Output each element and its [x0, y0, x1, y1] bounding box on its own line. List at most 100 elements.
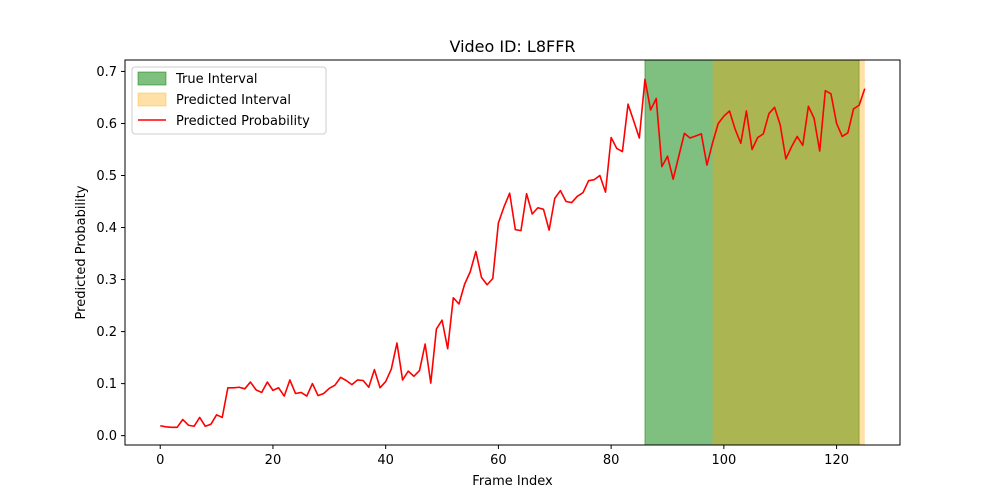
y-tick-label: 0.4: [96, 221, 117, 236]
data-point: [194, 426, 195, 427]
x-tick-label: 120: [824, 453, 849, 468]
series-line-0: [160, 78, 866, 429]
data-point: [752, 149, 753, 150]
plot-frame: [124, 59, 901, 446]
y-axis: 0.0 0.1 0.2 0.3 0.4 0.5 0.6 0.7: [96, 65, 125, 444]
data-point: [661, 166, 662, 167]
data-point: [199, 417, 200, 418]
data-point: [644, 79, 645, 80]
data-point: [363, 380, 364, 381]
band-predicted-interval: [712, 60, 865, 445]
data-point: [351, 384, 352, 385]
data-point: [582, 192, 583, 193]
data-point: [853, 108, 854, 109]
data-point: [712, 142, 713, 143]
data-point: [847, 132, 848, 133]
data-point: [628, 104, 629, 105]
data-point: [182, 419, 183, 420]
data-point: [735, 129, 736, 130]
legend-label-true-interval: True Interval: [175, 72, 258, 87]
data-point: [357, 379, 358, 380]
data-point: [785, 158, 786, 159]
data-point: [690, 138, 691, 139]
interval-bands: [644, 59, 865, 446]
data-point: [475, 251, 476, 252]
data-point: [808, 106, 809, 107]
data-point: [430, 383, 431, 384]
data-point: [836, 123, 837, 124]
data-point: [267, 382, 268, 383]
data-point: [554, 198, 555, 199]
data-point: [650, 109, 651, 110]
data-point: [498, 222, 499, 223]
data-point: [222, 417, 223, 418]
data-point: [673, 179, 674, 180]
data-point: [233, 387, 234, 388]
data-point: [436, 328, 437, 329]
line-layer: [160, 78, 866, 429]
data-point: [250, 382, 251, 383]
data-point: [537, 207, 538, 208]
x-tick-label: 40: [377, 453, 394, 468]
data-point: [346, 380, 347, 381]
legend-label-predicted-interval: Predicted Interval: [176, 93, 291, 108]
data-point: [244, 388, 245, 389]
y-axis-label: Predicted Probability: [74, 185, 89, 319]
data-point: [312, 383, 313, 384]
data-point: [622, 151, 623, 152]
data-point: [188, 425, 189, 426]
data-point: [289, 379, 290, 380]
data-point: [611, 137, 612, 138]
data-point: [442, 320, 443, 321]
data-point: [859, 105, 860, 106]
data-point: [757, 137, 758, 138]
data-point: [701, 133, 702, 134]
data-point: [374, 369, 375, 370]
data-point: [396, 343, 397, 344]
data-point: [746, 110, 747, 111]
data-point: [656, 98, 657, 99]
data-point: [413, 376, 414, 377]
data-point: [447, 348, 448, 349]
data-point: [842, 136, 843, 137]
data-point: [458, 304, 459, 305]
data-point: [295, 393, 296, 394]
x-tick-label: 60: [490, 453, 507, 468]
data-point: [791, 146, 792, 147]
data-point: [318, 395, 319, 396]
data-point: [678, 156, 679, 157]
data-point: [340, 377, 341, 378]
data-point: [566, 201, 567, 202]
data-point: [768, 113, 769, 114]
x-tick-label: 100: [711, 453, 736, 468]
legend-box: [131, 66, 327, 135]
data-point: [780, 125, 781, 126]
legend-swatch-predicted-interval: [137, 92, 167, 107]
data-point: [368, 387, 369, 388]
chart-title: Video ID: L8FFR: [449, 37, 575, 56]
data-point: [205, 426, 206, 427]
data-point: [667, 156, 668, 157]
legend-label-predicted-probability: Predicted Probability: [176, 114, 310, 129]
x-axis-label: Frame Index: [472, 474, 553, 489]
data-point: [481, 277, 482, 278]
data-point: [453, 297, 454, 298]
y-tick-label: 0.7: [96, 65, 117, 80]
data-point: [487, 284, 488, 285]
data-point: [605, 192, 606, 193]
data-point: [825, 90, 826, 91]
data-point: [797, 136, 798, 137]
data-point: [256, 389, 257, 390]
data-point: [284, 396, 285, 397]
data-point: [402, 379, 403, 380]
data-point: [470, 271, 471, 272]
data-point: [723, 116, 724, 117]
data-point: [819, 151, 820, 152]
y-tick-label: 0.3: [96, 273, 117, 288]
data-point: [278, 387, 279, 388]
data-point: [633, 120, 634, 121]
x-tick-label: 20: [265, 453, 282, 468]
data-point: [763, 133, 764, 134]
data-point: [306, 396, 307, 397]
